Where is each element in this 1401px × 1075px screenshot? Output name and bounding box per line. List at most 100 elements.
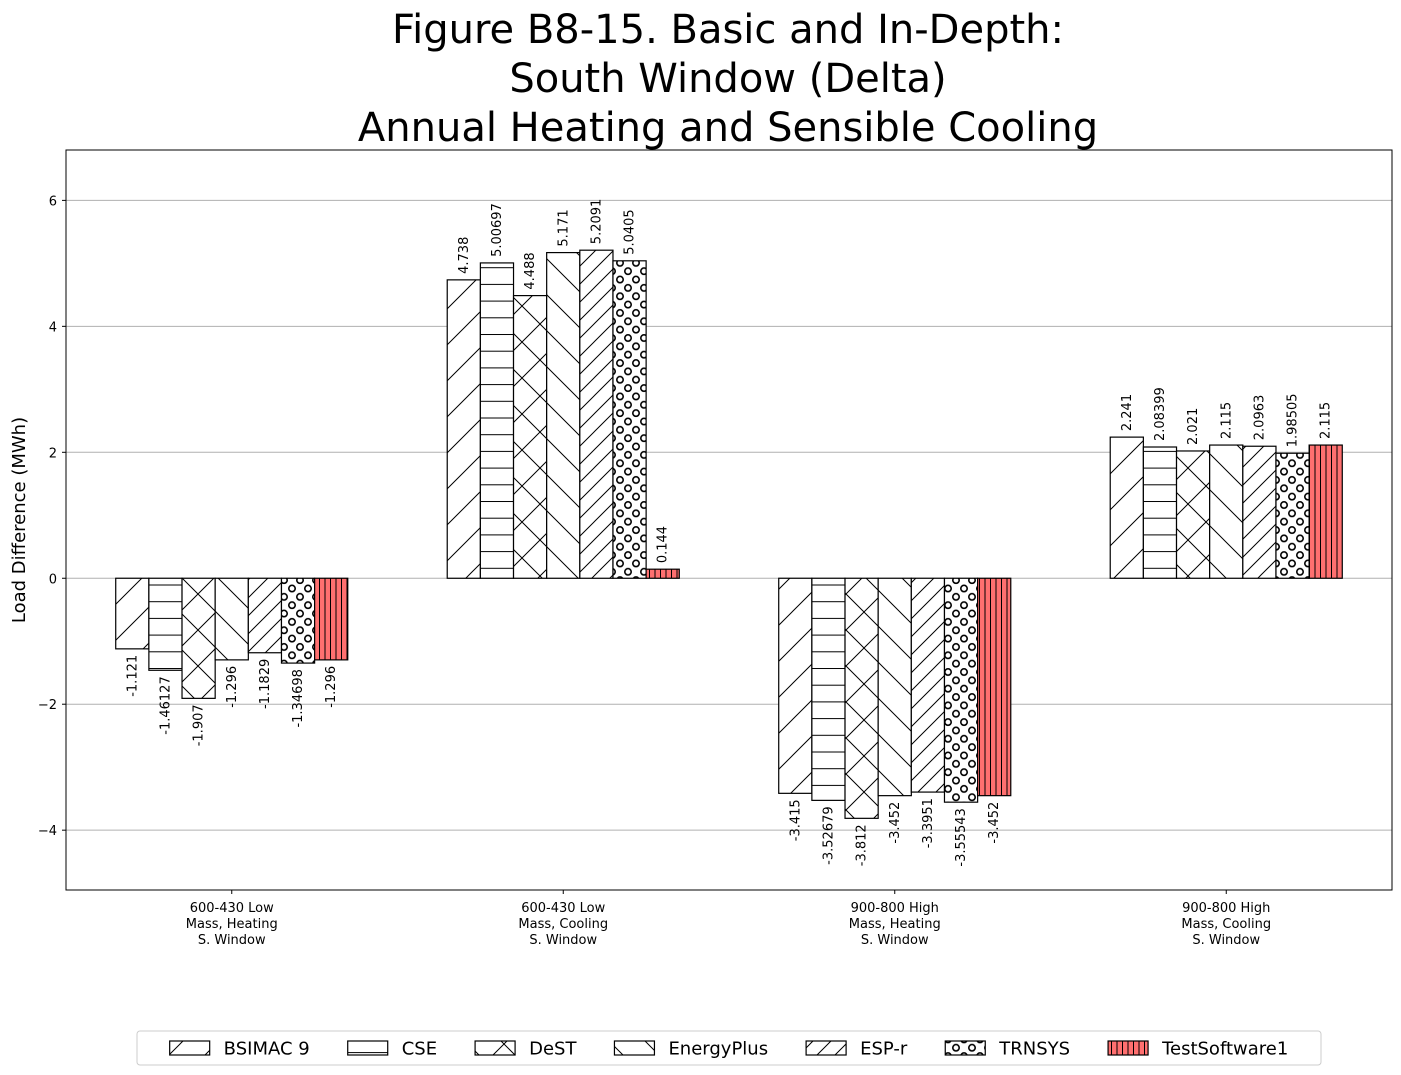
value-label: 5.0405 [623, 209, 638, 255]
title-line-1: Figure B8-15. Basic and In-Depth: [392, 7, 1064, 53]
bar-outline [148, 577, 183, 671]
x-category-label: 900-800 High [1182, 901, 1270, 916]
legend-label: TestSoftware1 [1161, 1039, 1288, 1060]
value-label: 2.08399 [1153, 387, 1168, 441]
legend-swatch-outline [474, 1040, 516, 1056]
legend-label: TRNSYS [998, 1039, 1070, 1060]
value-label: -1.121 [125, 655, 140, 697]
legend-label: DeST [529, 1039, 577, 1060]
legend-item: TRNSYS [944, 1039, 1070, 1060]
value-label: 1.98505 [1286, 393, 1301, 447]
bars [115, 249, 1343, 819]
x-category-label: Mass, Heating [186, 917, 278, 932]
value-label: -3.415 [788, 799, 803, 841]
legend-label: BSIMAC 9 [224, 1039, 310, 1060]
x-category-label: 900-800 High [851, 901, 939, 916]
value-label: 4.488 [523, 252, 538, 289]
bar-outline [1109, 436, 1144, 579]
value-label: 5.00697 [490, 203, 505, 257]
bar-outline [1175, 450, 1211, 579]
value-label: 5.2091 [589, 199, 604, 245]
chart-title: Figure B8-15. Basic and In-Depth: South … [358, 7, 1098, 151]
bar-outline [214, 577, 249, 661]
legend-swatch-outline [169, 1040, 211, 1056]
value-label: -1.46127 [158, 676, 173, 734]
value-label: 4.738 [457, 237, 472, 274]
y-tick-label: 4 [49, 320, 57, 335]
x-category-label: S. Window [529, 933, 597, 948]
legend-item: DeST [474, 1039, 577, 1060]
legend-swatch-outline [1107, 1040, 1149, 1056]
value-label: -3.452 [888, 802, 903, 844]
value-label: -3.55543 [954, 808, 969, 866]
legend-swatch-outline [613, 1040, 656, 1056]
value-label: -1.1829 [258, 659, 273, 709]
bar-outline [546, 251, 581, 579]
bar-outline [1308, 444, 1343, 579]
value-label: 0.144 [656, 526, 671, 563]
bar-outline [280, 577, 316, 664]
value-label: 2.115 [1219, 402, 1234, 439]
bar-outline [943, 577, 979, 803]
legend: BSIMAC 9 CSE DeST EnergyPlus ESP-r TRNSYS Test… [136, 1030, 1322, 1066]
x-category-label: 600-430 Low [521, 901, 605, 916]
y-tick-label: 0 [49, 572, 57, 587]
plot-frame [65, 149, 1393, 891]
value-labels: -1.121 -1.46127 -1.907 -1.296 -1.1829 -1.3469… [125, 199, 1333, 867]
value-label: -1.907 [192, 704, 207, 746]
y-tick-label: 6 [49, 194, 57, 209]
bar-outline [778, 577, 813, 794]
legend-item: EnergyPlus [613, 1039, 768, 1060]
legend-item: TestSoftware1 [1107, 1039, 1288, 1060]
legend-swatch-outline [347, 1040, 389, 1056]
legend-item: ESP-r [805, 1039, 908, 1060]
y-tick-label: 2 [49, 446, 57, 461]
legend-item: CSE [347, 1039, 437, 1060]
value-label: -1.296 [324, 666, 339, 708]
value-label: 5.171 [556, 209, 571, 246]
y-tick-label: −4 [38, 824, 57, 839]
x-category-label: Mass, Cooling [1181, 917, 1271, 932]
value-label: 2.021 [1186, 408, 1201, 445]
legend-item: BSIMAC 9 [169, 1039, 310, 1060]
y-axis-label: Load Difference (MWh) [9, 417, 30, 623]
legend-swatch-outline [944, 1040, 986, 1056]
value-label: -1.34698 [291, 669, 306, 727]
legend-frame [136, 1030, 1322, 1066]
value-label: -3.52679 [821, 806, 836, 864]
y-tick-label: −2 [38, 698, 57, 713]
x-category-label: Mass, Heating [849, 917, 941, 932]
title-line-3: Annual Heating and Sensible Cooling [358, 105, 1098, 151]
legend-label: EnergyPlus [668, 1039, 768, 1060]
bar-outline [910, 577, 946, 793]
bar-outline [1142, 446, 1178, 579]
bar-outline [612, 260, 647, 579]
bar-outline [645, 568, 680, 579]
bar-outline [977, 577, 1012, 797]
bar-outline [1242, 445, 1277, 579]
legend-label: ESP-r [860, 1039, 908, 1060]
x-category-label: S. Window [198, 933, 266, 948]
bar-outline [314, 577, 349, 661]
value-label: -3.3951 [921, 798, 936, 848]
x-category-label: 600-430 Low [190, 901, 274, 916]
bar-outline [1209, 444, 1244, 579]
bar-outline [512, 295, 548, 579]
value-label: 2.115 [1319, 402, 1334, 439]
legend-label: CSE [402, 1039, 437, 1060]
value-label: -3.452 [987, 802, 1002, 844]
value-label: 2.0963 [1252, 395, 1267, 441]
x-category-label: S. Window [1192, 933, 1260, 948]
bar-outline [446, 279, 481, 579]
bar-outline [115, 577, 150, 650]
bar-outline [479, 262, 515, 579]
y-axis-ticks: −4 −2 0 2 4 6 [38, 194, 66, 839]
bar-outline [844, 577, 879, 819]
x-category-label: Mass, Cooling [518, 917, 608, 932]
value-label: -1.296 [225, 666, 240, 708]
bar-outline [579, 249, 614, 579]
x-category-label: S. Window [861, 933, 929, 948]
bar-outline [181, 577, 216, 699]
value-label: -3.812 [855, 824, 870, 866]
